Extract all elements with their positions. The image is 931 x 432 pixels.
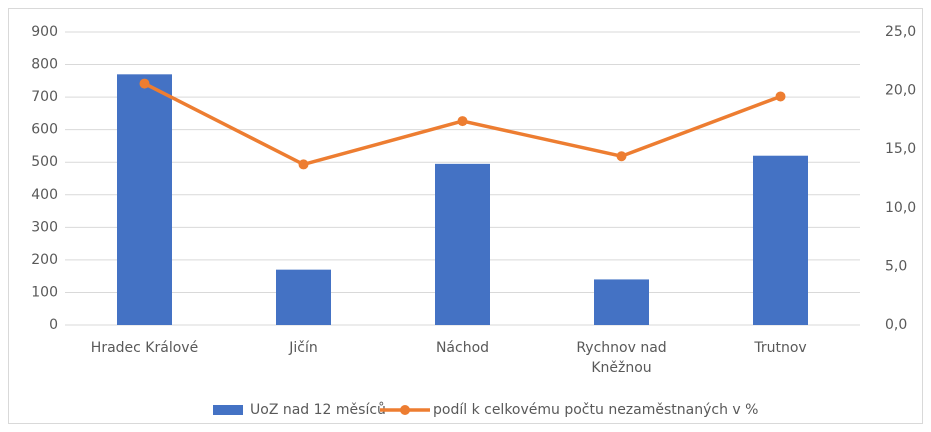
legend-label: podíl k celkovému počtu nezaměstnaných v… xyxy=(433,402,758,418)
y2-tick-label: 5,0 xyxy=(885,258,907,274)
y2-tick-label: 25,0 xyxy=(885,24,916,40)
y-tick-label: 900 xyxy=(31,24,58,40)
line-marker xyxy=(616,151,627,162)
legend-label: UoZ nad 12 měsíců xyxy=(250,402,386,418)
y-tick-label: 500 xyxy=(31,154,58,170)
x-tick-label: Jičín xyxy=(289,340,318,356)
bar xyxy=(276,269,331,325)
y-tick-label: 200 xyxy=(31,252,58,268)
bar xyxy=(117,74,172,325)
line-marker xyxy=(457,116,468,127)
y2-tick-label: 15,0 xyxy=(885,141,916,157)
x-tick-label: Náchod xyxy=(435,340,490,356)
bar xyxy=(753,155,808,325)
y-tick-label: 400 xyxy=(31,187,58,203)
x-tick-label: Hradec Králové xyxy=(90,340,199,356)
y-tick-label: 600 xyxy=(31,122,58,138)
y2-tick-label: 10,0 xyxy=(885,200,916,216)
line-marker xyxy=(298,159,309,170)
y-tick-label: 800 xyxy=(31,57,58,73)
y2-tick-label: 20,0 xyxy=(885,83,916,99)
line-marker xyxy=(775,91,786,102)
y-tick-label: 0 xyxy=(49,317,58,333)
bar xyxy=(594,279,649,325)
y2-tick-label: 0,0 xyxy=(885,317,907,333)
y-tick-label: 300 xyxy=(31,219,58,235)
line-marker xyxy=(139,78,150,89)
x-tick-label: Trutnov xyxy=(754,340,807,356)
x-tick-label: Rychnov nad Kněžnou xyxy=(576,340,667,376)
legend-swatch xyxy=(400,405,410,415)
legend-swatch xyxy=(213,405,243,415)
bar xyxy=(435,163,490,325)
y-tick-label: 100 xyxy=(31,284,58,300)
y-tick-label: 700 xyxy=(31,89,58,105)
chart-border xyxy=(8,8,923,424)
